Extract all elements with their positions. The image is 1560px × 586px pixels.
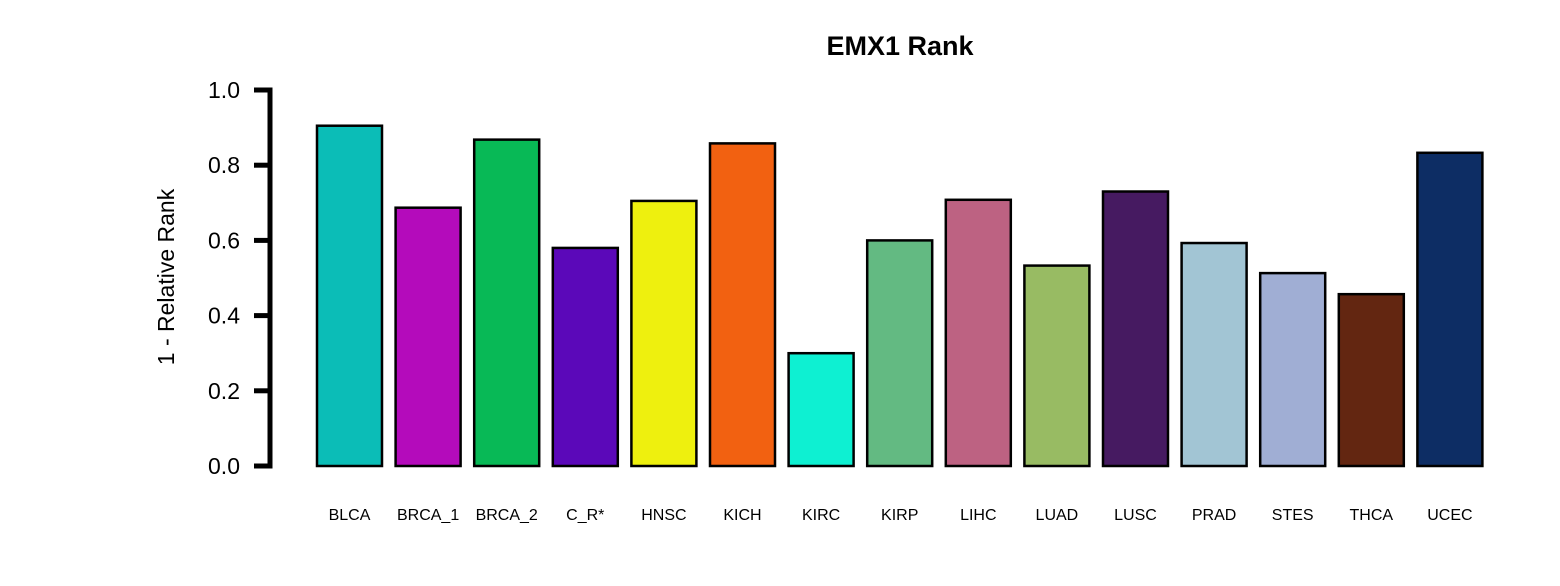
x-tick-label: KIRP: [881, 507, 918, 524]
bar-thca: [1337, 292, 1406, 468]
y-axis: 0.0 0.2 0.4 0.6 0.8 1.0: [208, 77, 273, 479]
y-tick-label: 0.4: [208, 303, 240, 329]
x-tick-label: LUSC: [1114, 507, 1157, 524]
bar-kich: [708, 142, 777, 468]
x-tick-label: BLCA: [329, 507, 371, 524]
x-tick-label: HNSC: [641, 507, 686, 524]
bar-brca-2: [472, 138, 541, 468]
bar-luad: [1023, 264, 1091, 468]
bar-prad: [1180, 241, 1248, 468]
x-tick-label: LUAD: [1036, 507, 1079, 524]
y-tick-label: 0.8: [208, 152, 240, 178]
y-tick-label: 1.0: [208, 77, 240, 103]
y-tick-label: 0.2: [208, 378, 240, 404]
x-tick-label: C_R*: [566, 507, 604, 524]
bar-kirp: [865, 239, 934, 468]
bar-lihc: [944, 198, 1013, 468]
bar-hnsc: [630, 199, 698, 468]
x-tick-label: STES: [1272, 507, 1314, 524]
bar-c-r: [551, 246, 620, 468]
x-tick-label: BRCA_2: [476, 507, 538, 524]
y-tick-label: 0.6: [208, 227, 240, 253]
x-tick-label: PRAD: [1192, 507, 1236, 524]
bars-group: [315, 124, 1484, 468]
bar-stes: [1258, 271, 1327, 468]
x-tick-label: KIRC: [802, 507, 840, 524]
x-tick-label: BRCA_1: [397, 507, 459, 524]
bar-brca-1: [394, 206, 462, 468]
x-tick-label: KICH: [723, 507, 761, 524]
y-tick-label: 0.0: [208, 453, 240, 479]
bar-blca: [315, 124, 384, 468]
bar-kirc: [787, 351, 855, 468]
bar-lusc: [1101, 190, 1170, 468]
x-tick-label: LIHC: [960, 507, 996, 524]
x-tick-label: THCA: [1350, 507, 1394, 524]
x-tick-label: UCEC: [1427, 507, 1472, 524]
y-axis-label: 1 - Relative Rank: [153, 188, 179, 365]
x-tick-labels: BLCA BRCA_1 BRCA_2 C_R* HNSC KICH KIRC KIRP LIHC…: [329, 507, 1473, 524]
chart-title: EMX1 Rank: [826, 31, 974, 61]
bar-ucec: [1416, 151, 1484, 468]
